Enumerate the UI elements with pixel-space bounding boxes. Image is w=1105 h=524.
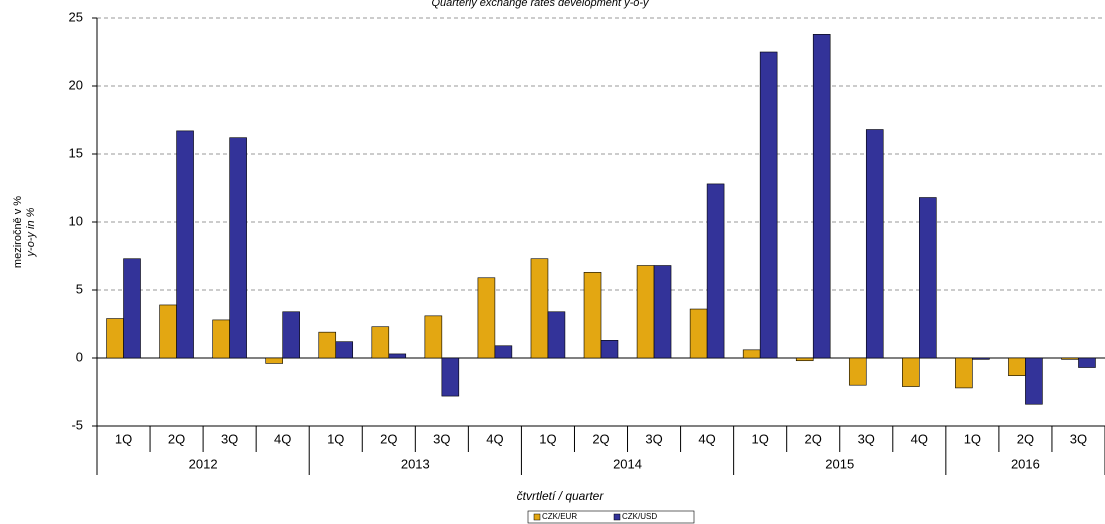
y-tick-label: 20	[69, 77, 83, 92]
x-tick-label: 1Q	[327, 431, 344, 446]
bar	[335, 341, 354, 359]
bar	[812, 34, 831, 359]
bar	[706, 183, 725, 359]
bar	[106, 318, 124, 359]
bar	[1025, 357, 1043, 405]
bar	[159, 304, 177, 359]
y-tick-label: -5	[71, 417, 83, 432]
bar	[742, 349, 761, 359]
bar	[318, 331, 337, 359]
y-axis-label: meziročně v %	[12, 196, 24, 268]
legend-swatch	[613, 513, 621, 521]
y-axis-label: y-o-y in %	[25, 207, 37, 257]
y-tick-label: 0	[76, 349, 83, 364]
bar	[424, 315, 443, 359]
bar	[530, 258, 549, 359]
bar	[229, 137, 247, 359]
year-label: 2014	[613, 456, 642, 471]
x-axis-label: čtvrtletí / quarter	[517, 489, 605, 503]
year-label: 2016	[1011, 456, 1040, 471]
x-tick-label: 1Q	[115, 431, 132, 446]
x-tick-label: 4Q	[698, 431, 715, 446]
bar	[865, 129, 884, 359]
bar	[176, 130, 194, 359]
x-tick-label: 3Q	[1070, 431, 1087, 446]
bar	[123, 258, 141, 359]
bar	[477, 277, 496, 359]
x-tick-label: 2Q	[168, 431, 185, 446]
legend-frame	[527, 510, 695, 524]
y-tick-label: 10	[69, 213, 83, 228]
bar	[1061, 357, 1079, 360]
bar	[494, 345, 513, 359]
x-tick-label: 1Q	[539, 431, 556, 446]
bar	[902, 357, 920, 387]
y-tick-label: 5	[76, 281, 83, 296]
x-tick-label: 2Q	[592, 431, 609, 446]
bar	[636, 265, 655, 359]
x-tick-label: 2Q	[380, 431, 397, 446]
bar	[919, 197, 937, 359]
bar	[848, 357, 867, 386]
bar	[583, 272, 602, 359]
y-tick-label: 15	[69, 145, 83, 160]
bar	[600, 340, 619, 359]
legend-label: CZK/USD	[622, 512, 657, 521]
year-label: 2012	[189, 456, 218, 471]
legend-label: CZK/EUR	[542, 512, 577, 521]
x-tick-label: 2Q	[1017, 431, 1034, 446]
bar	[441, 357, 460, 397]
x-tick-label: 4Q	[911, 431, 928, 446]
y-tick-label: 25	[69, 9, 83, 24]
bar	[1078, 357, 1096, 368]
bar	[955, 357, 973, 389]
bar	[388, 353, 407, 359]
bar	[653, 265, 672, 359]
x-tick-label: 1Q	[751, 431, 768, 446]
x-tick-label: 3Q	[858, 431, 875, 446]
bar	[265, 357, 283, 364]
legend-swatch	[533, 513, 541, 521]
bar	[1008, 357, 1026, 376]
x-tick-label: 4Q	[274, 431, 291, 446]
bar	[689, 308, 708, 359]
bar	[972, 357, 990, 360]
x-tick-label: 2Q	[805, 431, 822, 446]
year-label: 2015	[825, 456, 854, 471]
year-label: 2013	[401, 456, 430, 471]
bar	[759, 51, 778, 359]
bar	[282, 311, 300, 359]
bar	[547, 311, 566, 359]
x-tick-label: 3Q	[221, 431, 238, 446]
bar	[371, 326, 390, 359]
x-tick-label: 3Q	[645, 431, 662, 446]
x-tick-label: 3Q	[433, 431, 450, 446]
bar	[212, 319, 230, 359]
chart-title: Quarterly exchange rates development y-o…	[431, 0, 650, 9]
x-tick-label: 1Q	[964, 431, 981, 446]
bar	[795, 357, 814, 362]
x-tick-label: 4Q	[486, 431, 503, 446]
